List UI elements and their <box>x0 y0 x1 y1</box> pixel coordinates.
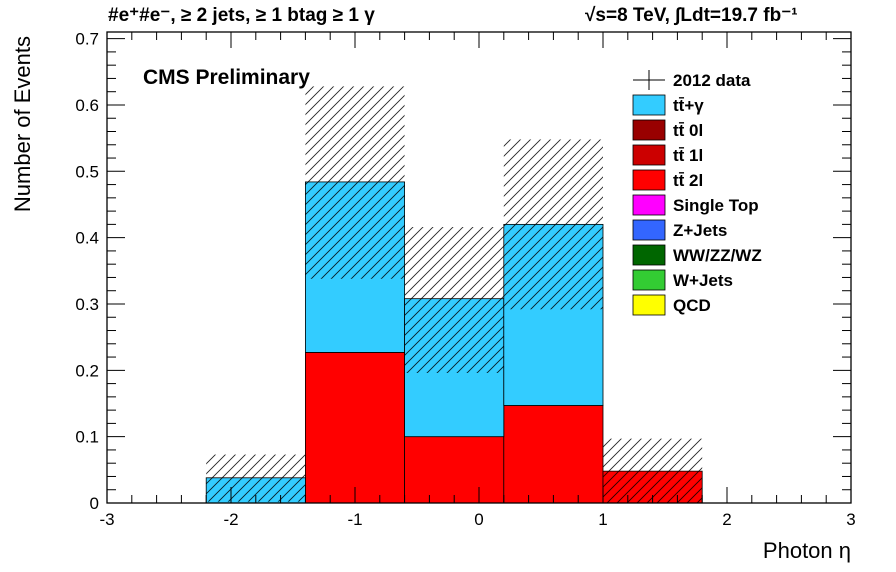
y-tick-label-7: 0.7 <box>75 30 99 49</box>
x-axis-label: Photon η <box>763 538 851 563</box>
legend-swatch-6 <box>632 219 666 241</box>
legend-label-1: tt̄+γ <box>673 96 704 115</box>
x-tick-label-4: 1 <box>598 510 607 529</box>
x-tick-label-3: 0 <box>474 510 483 529</box>
chart-header-left: #e⁺#e⁻, ≥ 2 jets, ≥ 1 btag ≥ 1 γ <box>108 5 375 26</box>
legend-swatch-5 <box>632 194 666 216</box>
y-tick-label-5: 0.5 <box>75 162 99 181</box>
y-axis-label: Number of Events <box>10 36 35 212</box>
x-tick-label-5: 2 <box>722 510 731 529</box>
bar-0-4 <box>503 405 604 504</box>
legend-swatch-8 <box>632 269 666 291</box>
cms-label: CMS Preliminary <box>143 66 310 89</box>
legend-label-9: QCD <box>673 296 711 315</box>
legend-label-7: WW/ZZ/WZ <box>673 246 762 265</box>
x-tick-label-2: -1 <box>347 510 362 529</box>
legend-swatch-7 <box>632 244 666 266</box>
legend-swatch-3 <box>632 144 666 166</box>
uncertainty-bin-5 <box>603 438 703 503</box>
y-tick-label-0: 0 <box>90 494 99 513</box>
legend-swatch-2 <box>632 119 666 141</box>
uncertainty-bin-4 <box>503 139 603 310</box>
uncertainty-bin-3 <box>404 227 504 373</box>
legend-label-0: 2012 data <box>673 71 751 90</box>
legend: 2012 data tt̄+γ tt̄ 0l tt̄ 1l tt̄ 2l Single T… <box>632 70 762 316</box>
axis-ticks <box>106 32 852 504</box>
uncertainty-bin-1 <box>206 454 306 502</box>
legend-swatch-1 <box>632 94 666 116</box>
legend-label-4: tt̄ 2l <box>673 171 703 190</box>
y-tick-label-3: 0.3 <box>75 295 99 314</box>
legend-swatch-4 <box>632 169 666 191</box>
legend-label-8: W+Jets <box>673 271 733 290</box>
y-tick-label-6: 0.6 <box>75 96 99 115</box>
legend-label-3: tt̄ 1l <box>673 146 703 165</box>
y-tick-label-4: 0.4 <box>75 229 99 248</box>
uncertainty-band <box>206 86 703 503</box>
x-tick-label-0: -3 <box>99 510 114 529</box>
bar-0-2 <box>304 352 405 504</box>
x-tick-label-1: -2 <box>223 510 238 529</box>
y-tick-label-2: 0.2 <box>75 361 99 380</box>
legend-label-6: Z+Jets <box>673 221 727 240</box>
uncertainty-bin-2 <box>305 86 405 279</box>
chart-header-right: √s=8 TeV, ∫Ldt=19.7 fb⁻¹ <box>585 5 798 26</box>
x-tick-label-6: 3 <box>846 510 855 529</box>
bar-0-3 <box>404 436 505 504</box>
legend-swatch-9 <box>632 294 666 316</box>
axis-tick-labels: -3 -2 -1 0 1 2 3 0 0.1 0.2 0.3 0.4 0.5 0.6 0.7 <box>75 30 855 529</box>
legend-label-5: Single Top <box>673 196 759 215</box>
y-tick-label-1: 0.1 <box>75 428 99 447</box>
legend-label-2: tt̄ 0l <box>673 121 703 140</box>
